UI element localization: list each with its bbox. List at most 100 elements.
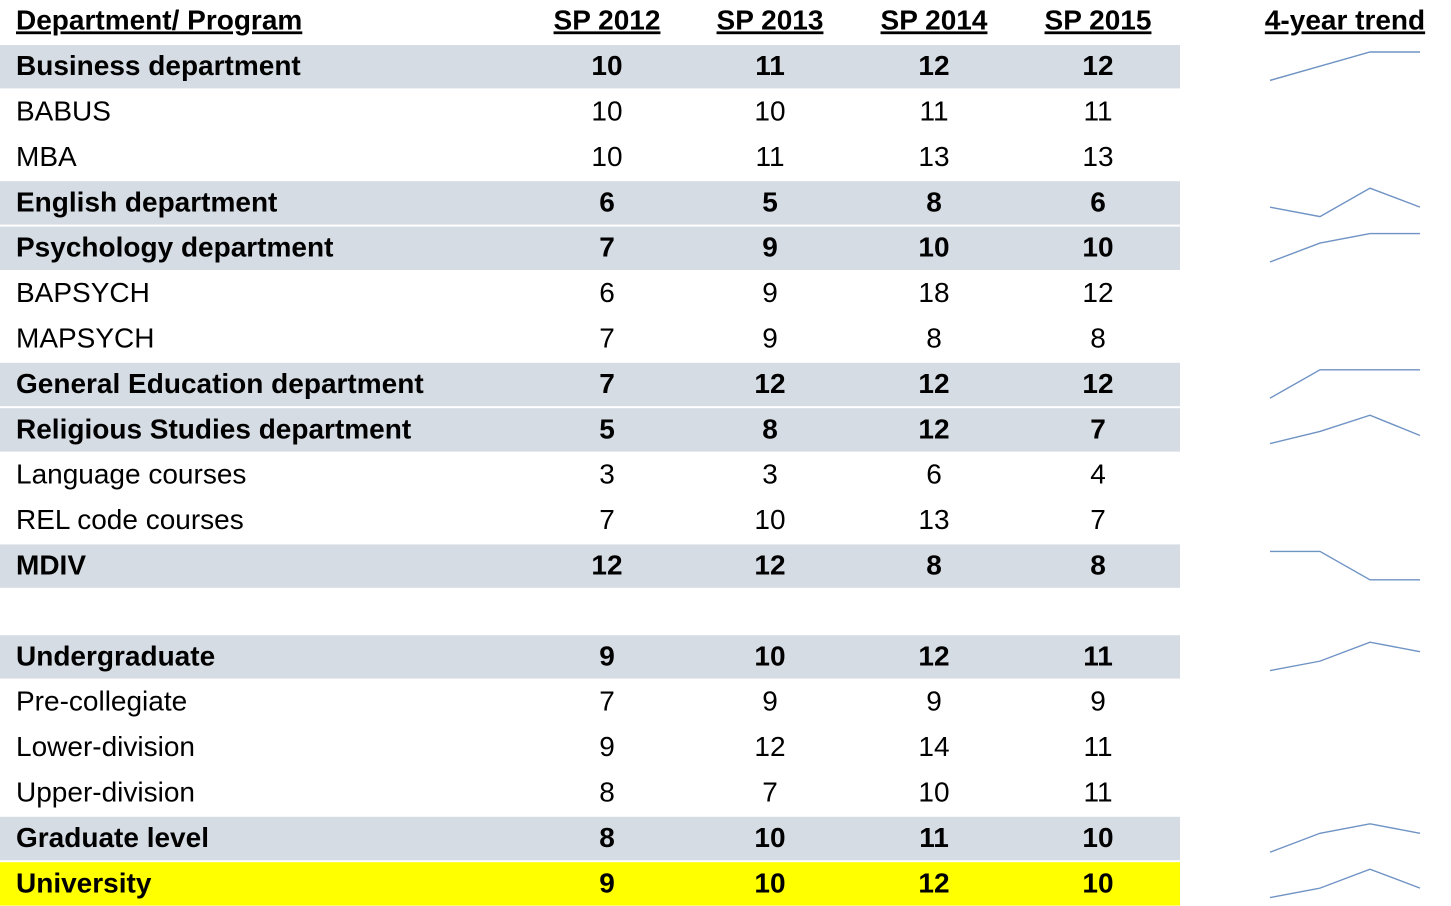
cell-value: 7: [599, 686, 615, 717]
column-header: SP 2013: [717, 4, 824, 35]
column-header: SP 2014: [881, 4, 988, 35]
row-band: [0, 635, 1180, 679]
cell-value: 6: [1090, 186, 1106, 217]
cell-value: 9: [599, 731, 615, 762]
cell-value: 10: [754, 504, 785, 535]
cell-value: 10: [591, 95, 622, 126]
row-label: BAPSYCH: [16, 277, 150, 308]
row-band: [0, 544, 1180, 588]
cell-value: 9: [599, 640, 615, 671]
row-label: English department: [16, 186, 277, 217]
row-band: [0, 816, 1180, 861]
row-label: Language courses: [16, 459, 246, 490]
row-label: Undergraduate: [16, 640, 215, 671]
row-label: Business department: [16, 50, 301, 81]
cell-value: 6: [599, 186, 615, 217]
row-band: [0, 45, 1180, 89]
sparkline: [1269, 414, 1421, 445]
cell-value: 10: [1082, 867, 1113, 898]
sparkline: [1269, 641, 1421, 672]
cell-value: 10: [754, 640, 785, 671]
cell-value: 9: [762, 686, 778, 717]
cell-value: 5: [762, 186, 778, 217]
cell-value: 12: [918, 867, 949, 898]
sparkline: [1269, 369, 1420, 399]
cell-value: 6: [926, 459, 942, 490]
row-label: General Education department: [16, 368, 424, 399]
row-band: [0, 226, 1180, 270]
row-label: Religious Studies department: [16, 413, 411, 444]
row-label: Graduate level: [16, 822, 209, 853]
cell-value: 10: [1082, 232, 1113, 263]
cell-value: 10: [591, 141, 622, 172]
cell-value: 9: [762, 277, 778, 308]
cell-value: 7: [599, 504, 615, 535]
cell-value: 12: [591, 549, 622, 580]
cell-value: 11: [755, 50, 785, 81]
cell-value: 12: [1082, 50, 1113, 81]
cell-value: 3: [762, 459, 778, 490]
cell-value: 12: [754, 731, 785, 762]
cell-value: 10: [591, 50, 622, 81]
row-band: [0, 181, 1180, 225]
cell-value: 3: [599, 459, 615, 490]
cell-value: 8: [926, 549, 942, 580]
sparkline: [1269, 868, 1421, 899]
row-label: University: [16, 867, 152, 898]
row-label: REL code courses: [16, 504, 244, 535]
column-header: SP 2012: [554, 4, 661, 35]
cell-value: 7: [599, 232, 615, 263]
cell-value: 8: [926, 322, 942, 353]
row-band: [0, 408, 1180, 452]
row-band: [0, 862, 1180, 906]
cell-value: 8: [599, 776, 615, 807]
cell-value: 8: [1090, 322, 1106, 353]
cell-value: 9: [762, 322, 778, 353]
cell-value: 12: [918, 368, 949, 399]
cell-value: 8: [926, 186, 942, 217]
cell-value: 7: [599, 368, 615, 399]
cell-value: 10: [918, 776, 949, 807]
cell-value: 12: [1082, 368, 1113, 399]
cell-value: 11: [1083, 640, 1113, 671]
cell-value: 11: [755, 141, 784, 172]
cell-value: 10: [754, 95, 785, 126]
cell-value: 5: [599, 413, 615, 444]
cell-value: 12: [754, 368, 785, 399]
cell-value: 13: [1082, 141, 1113, 172]
cell-value: 12: [918, 640, 949, 671]
cell-value: 7: [1090, 413, 1106, 444]
cell-value: 7: [599, 322, 615, 353]
sparkline: [1270, 550, 1420, 581]
row-label: Psychology department: [16, 232, 333, 263]
cell-value: 13: [918, 141, 949, 172]
column-header: SP 2015: [1045, 4, 1152, 35]
cell-value: 11: [919, 822, 949, 853]
row-label: Pre-collegiate: [16, 686, 187, 717]
cell-value: 8: [1090, 549, 1106, 580]
cell-value: 8: [599, 822, 615, 853]
cell-value: 7: [1090, 504, 1106, 535]
cell-value: 12: [918, 50, 949, 81]
row-band: [0, 362, 1180, 407]
cell-value: 12: [754, 549, 785, 580]
cell-value: 8: [762, 413, 778, 444]
sparkline: [1269, 232, 1420, 263]
column-header: Department/ Program: [16, 4, 302, 35]
row-label: Lower-division: [16, 731, 195, 762]
row-label: BABUS: [16, 95, 111, 126]
row-label: MAPSYCH: [16, 322, 154, 353]
row-label: MBA: [16, 141, 77, 172]
row-label: MDIV: [16, 549, 86, 580]
sparkline: [1269, 823, 1421, 853]
cell-value: 9: [1090, 686, 1106, 717]
cell-value: 9: [599, 867, 615, 898]
cell-value: 10: [1082, 822, 1113, 853]
sparkline: [1269, 51, 1420, 82]
cell-value: 12: [918, 413, 949, 444]
cell-value: 13: [918, 504, 949, 535]
cell-value: 11: [1083, 731, 1112, 762]
cell-value: 14: [918, 731, 949, 762]
cell-value: 9: [762, 232, 778, 263]
